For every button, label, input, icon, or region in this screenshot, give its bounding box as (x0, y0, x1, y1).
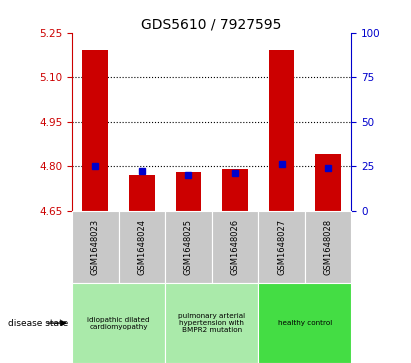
Text: GSM1648027: GSM1648027 (277, 219, 286, 275)
Bar (175, 172, 201, 211)
Bar (82, 50, 108, 211)
Text: idiopathic dilated
cardiomyopathy: idiopathic dilated cardiomyopathy (87, 317, 150, 330)
Bar (222, 169, 248, 211)
Text: GSM1648026: GSM1648026 (231, 219, 240, 275)
Bar (315, 154, 341, 211)
Text: GSM1648024: GSM1648024 (137, 219, 146, 275)
Text: pulmonary arterial
hypertension with
BMPR2 mutation: pulmonary arterial hypertension with BMP… (178, 313, 245, 333)
Text: GSM1648023: GSM1648023 (91, 219, 100, 275)
Text: healthy control: healthy control (278, 320, 332, 326)
Bar (269, 50, 294, 211)
Text: GSM1648025: GSM1648025 (184, 219, 193, 275)
Text: disease state: disease state (7, 319, 68, 327)
Text: GSM1648028: GSM1648028 (323, 219, 332, 275)
Title: GDS5610 / 7927595: GDS5610 / 7927595 (141, 17, 282, 32)
Bar (129, 175, 155, 211)
